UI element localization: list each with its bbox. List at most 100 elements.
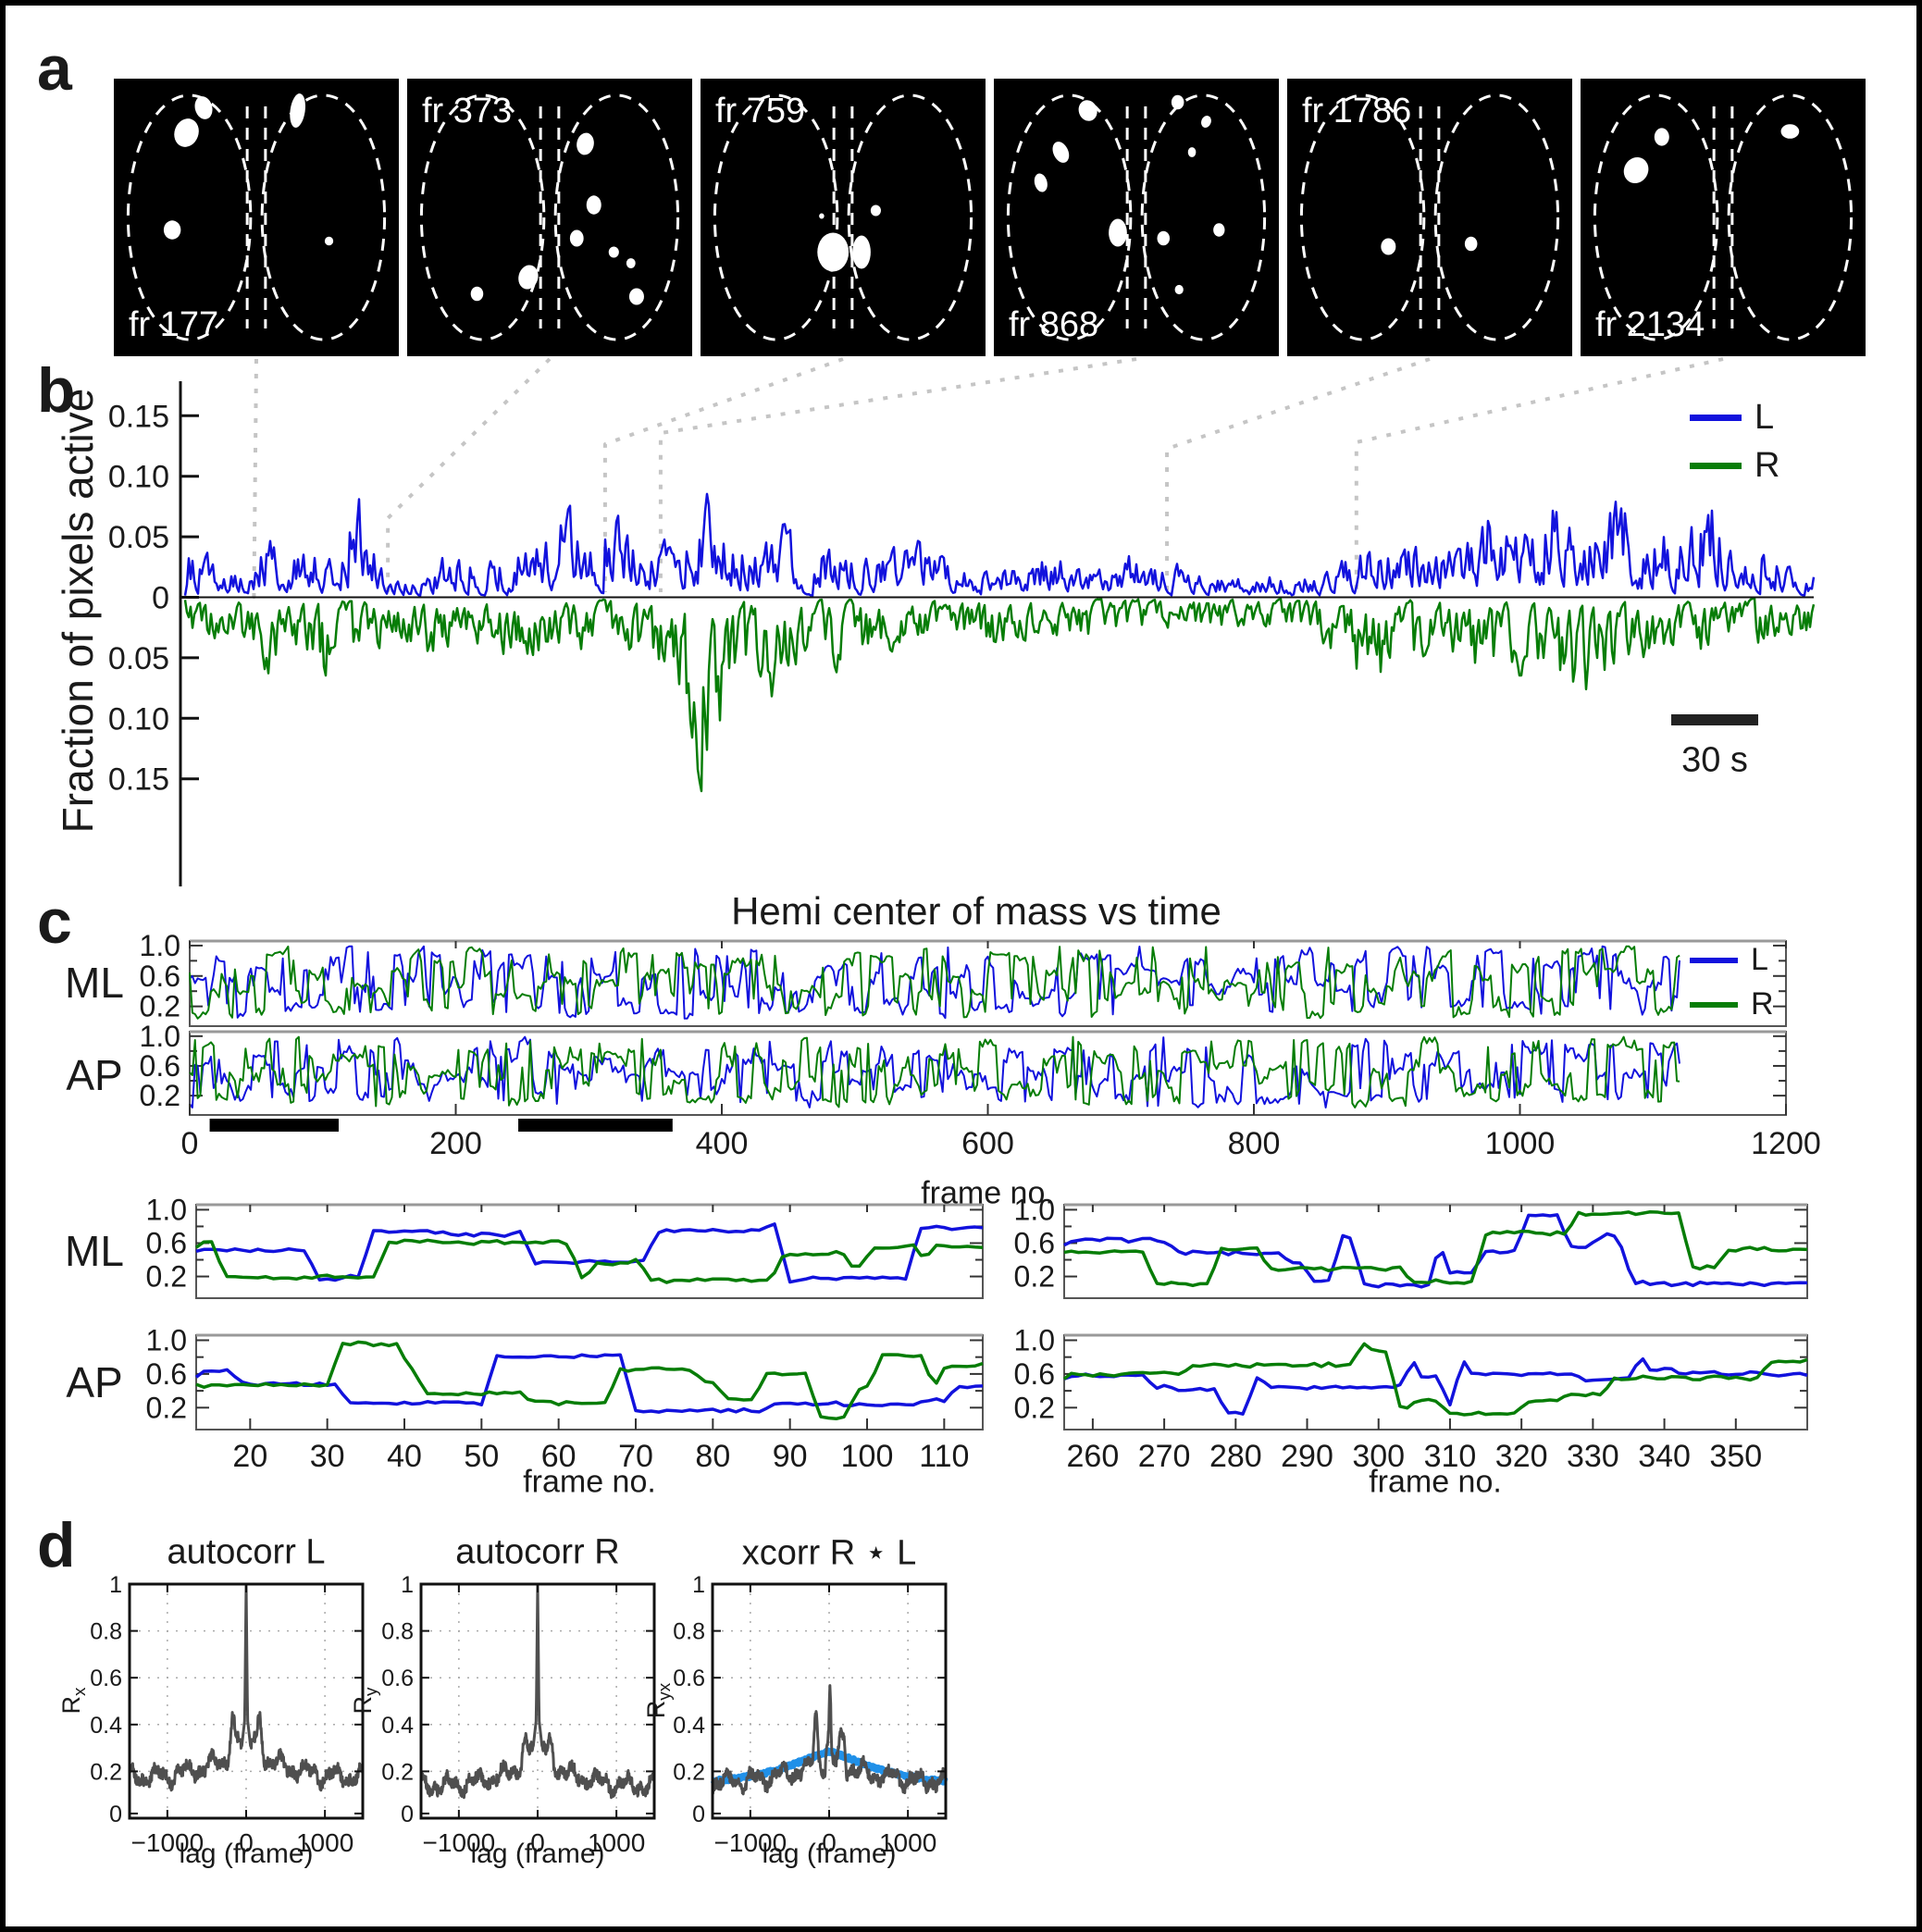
svg-text:0.2: 0.2 (146, 1391, 187, 1424)
svg-text:280: 280 (1209, 1439, 1262, 1474)
svg-text:0.6: 0.6 (146, 1357, 187, 1391)
svg-text:0.15: 0.15 (108, 399, 169, 434)
svg-text:1: 1 (401, 1572, 414, 1598)
svg-text:800: 800 (1228, 1126, 1281, 1161)
svg-text:0.05: 0.05 (108, 641, 169, 676)
d-title-xcorr: xcorr R ⋆ L (741, 1533, 917, 1573)
svg-text:0: 0 (109, 1802, 122, 1827)
c-title: Hemi center of mass vs time (731, 889, 1221, 933)
svg-text:0: 0 (181, 1126, 199, 1161)
svg-text:1: 1 (109, 1572, 122, 1598)
frame-number-label: fr 2134 (1595, 305, 1705, 344)
b-legend-row-left: L (1690, 398, 1779, 438)
frame-number-label: fr 1786 (1302, 92, 1412, 130)
svg-text:1.0: 1.0 (1014, 1193, 1055, 1226)
b-legend-label-L: L (1755, 398, 1775, 437)
c-zoom-left-x-axis-label: frame no. (523, 1464, 656, 1500)
svg-text:340: 340 (1638, 1439, 1691, 1474)
c-plots: 1.00.60.21.00.60.20 200 400 600 800 1000 12001… (140, 929, 1821, 1474)
c-legend-label-L: L (1751, 942, 1768, 977)
svg-text:0.4: 0.4 (673, 1713, 705, 1739)
svg-text:0.2: 0.2 (673, 1759, 705, 1785)
svg-text:0.4: 0.4 (381, 1713, 414, 1739)
svg-text:0.10: 0.10 (108, 460, 169, 495)
svg-text:70: 70 (618, 1439, 653, 1474)
frame-number-label: fr 759 (715, 92, 806, 130)
svg-text:0: 0 (401, 1802, 414, 1827)
c-row-label-ap-top: AP (66, 1051, 123, 1099)
svg-text:1: 1 (692, 1572, 705, 1598)
svg-text:0.15: 0.15 (108, 762, 169, 798)
svg-text:60: 60 (541, 1439, 577, 1474)
svg-text:110: 110 (919, 1439, 969, 1474)
svg-text:−1000: −1000 (423, 1828, 496, 1857)
svg-text:0.6: 0.6 (146, 1226, 187, 1259)
d-x-label-1: lag (frame) (179, 1839, 314, 1869)
c-legend-line-R (1690, 1001, 1738, 1008)
svg-text:290: 290 (1281, 1439, 1333, 1474)
svg-text:80: 80 (695, 1439, 730, 1474)
svg-text:1.0: 1.0 (146, 1193, 187, 1226)
svg-text:260: 260 (1067, 1439, 1120, 1474)
b-legend-line-R (1690, 463, 1742, 469)
b-legend-label-R: R (1755, 446, 1780, 485)
svg-text:0.2: 0.2 (140, 1079, 180, 1112)
d-y-label-rx: Rx (56, 1687, 91, 1715)
svg-text:50: 50 (464, 1439, 499, 1474)
c-top-x-axis-label: frame no. (921, 1175, 1054, 1211)
frame-number-label: fr 373 (422, 92, 513, 130)
panel-label-d: d (37, 1510, 76, 1580)
svg-text:0.8: 0.8 (90, 1619, 122, 1645)
svg-text:0.2: 0.2 (1014, 1260, 1055, 1294)
svg-text:0.10: 0.10 (108, 701, 169, 737)
svg-text:0.2: 0.2 (1014, 1391, 1055, 1424)
svg-text:270: 270 (1138, 1439, 1191, 1474)
svg-text:0.2: 0.2 (140, 990, 180, 1023)
d-title-autocorr-r: autocorr R (455, 1532, 620, 1572)
svg-text:0.2: 0.2 (90, 1759, 122, 1785)
svg-text:1.0: 1.0 (1014, 1323, 1055, 1356)
brain-outline-and-blobs (1006, 93, 1267, 341)
svg-text:1.0: 1.0 (140, 929, 180, 962)
svg-text:0.8: 0.8 (673, 1619, 705, 1645)
svg-text:1000: 1000 (296, 1828, 353, 1857)
svg-text:0.8: 0.8 (381, 1619, 414, 1645)
svg-text:200: 200 (429, 1126, 482, 1161)
d-x-label-2: lag (frame) (470, 1839, 605, 1869)
svg-text:0: 0 (530, 1828, 545, 1857)
svg-text:100: 100 (841, 1439, 894, 1474)
svg-text:0.6: 0.6 (1014, 1357, 1055, 1391)
activity-frame: fr 759 (701, 79, 986, 356)
svg-text:1200: 1200 (1751, 1126, 1821, 1161)
c-zoom-right-x-axis-label: frame no. (1369, 1464, 1502, 1500)
svg-text:0: 0 (239, 1828, 254, 1857)
svg-text:0.6: 0.6 (140, 1049, 180, 1083)
c-legend-line-L (1690, 957, 1738, 963)
d-x-label-3: lag (frame) (762, 1839, 897, 1869)
brain-outline-and-blobs (713, 93, 973, 341)
svg-text:310: 310 (1424, 1439, 1477, 1474)
svg-text:0: 0 (692, 1802, 705, 1827)
svg-text:0.6: 0.6 (90, 1666, 122, 1691)
svg-text:400: 400 (696, 1126, 749, 1161)
b-y-axis-label: Fraction of pixels active (54, 388, 102, 834)
svg-text:0.6: 0.6 (1014, 1226, 1055, 1259)
svg-text:30: 30 (310, 1439, 345, 1474)
c-row-label-ml-top: ML (65, 959, 124, 1007)
svg-text:0.6: 0.6 (673, 1666, 705, 1691)
svg-text:1.0: 1.0 (146, 1323, 187, 1356)
d-title-autocorr-l: autocorr L (167, 1532, 326, 1572)
c-legend: L R (1690, 942, 1774, 1022)
activity-frame: fr 868 (994, 79, 1279, 356)
svg-text:40: 40 (387, 1439, 422, 1474)
c-row-label-ap-zoom: AP (66, 1358, 123, 1406)
d-y-label-ryx: Ryx (641, 1682, 676, 1719)
brain-outline-and-blobs (1593, 93, 1854, 341)
c-legend-row-right: R (1690, 986, 1774, 1022)
activity-frame: fr 373 (407, 79, 692, 356)
svg-text:320: 320 (1495, 1439, 1548, 1474)
svg-text:1.0: 1.0 (140, 1020, 180, 1053)
time-scalebar-label: 30 s (1681, 740, 1748, 780)
